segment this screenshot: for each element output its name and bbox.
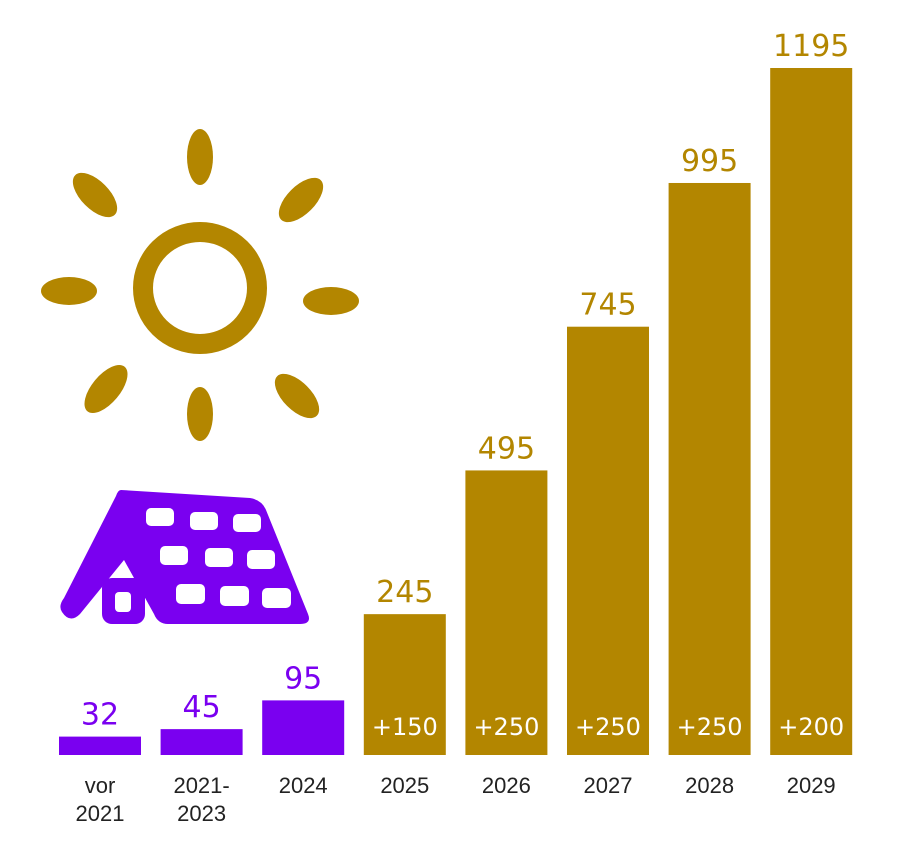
solar-roof-icon [60,490,310,624]
solar-panel-cell [205,548,233,567]
x-tick-label: 2024 [279,773,328,798]
bar-value-label: 1195 [773,29,849,64]
sun-core [133,222,267,354]
bars-group [59,68,853,756]
x-tick-label: 2027 [584,773,633,798]
bar [363,614,446,755]
bar-value-label: 495 [478,431,535,466]
sun-ray [303,287,359,315]
x-tick-label: 2029 [787,773,836,798]
sun-ray [187,387,213,441]
bar-increment-label: +250 [677,713,743,741]
solar-panel-cell [247,550,275,569]
solar-panel-cell [160,546,188,565]
sun-ray [278,177,324,223]
bar-value-label: 995 [681,144,738,179]
bar [567,326,649,755]
x-tick-label: 2021 [76,801,125,826]
solar-panel-grid [146,508,291,608]
solar-panel-cell [176,584,205,604]
bar-value-label: 45 [183,690,221,725]
bar [160,729,243,755]
x-tick-label: 2021- [173,773,229,798]
solar-panel-cell [220,586,249,606]
bar [770,68,853,755]
solar-panel-cell [190,512,218,530]
roof-door-window [115,592,131,612]
labels-group: 32 vor 2021 45 2021- 2023 95 2024 245 +150 2025 495… [76,29,850,826]
bar-value-label: 745 [579,288,636,323]
solar-panel-cell [262,588,291,608]
sun-ray [84,365,128,413]
bar [668,182,751,756]
bar-increment-label: +250 [575,713,641,741]
sun-ray [41,277,97,305]
bar [465,470,548,755]
sun-icon [41,129,359,441]
x-tick-label: 2026 [482,773,531,798]
bar-increment-label: +150 [372,713,438,741]
sun-ray [72,172,118,218]
bar-increment-label: +250 [473,713,539,741]
bar-increment-label: +200 [778,713,844,741]
bar-value-label: 245 [376,575,433,610]
x-tick-label: 2028 [685,773,734,798]
bar-value-label: 32 [81,698,119,733]
x-tick-label: 2025 [380,773,429,798]
bar-value-label: 95 [284,661,322,696]
solar-panel-cell [146,508,174,526]
x-tick-label: 2023 [177,801,226,826]
x-tick-label: vor [85,773,116,798]
sun-ray [274,373,320,419]
bar [59,736,141,755]
sun-ray [187,129,213,185]
solar-panel-cell [233,514,261,532]
bar [262,700,345,755]
